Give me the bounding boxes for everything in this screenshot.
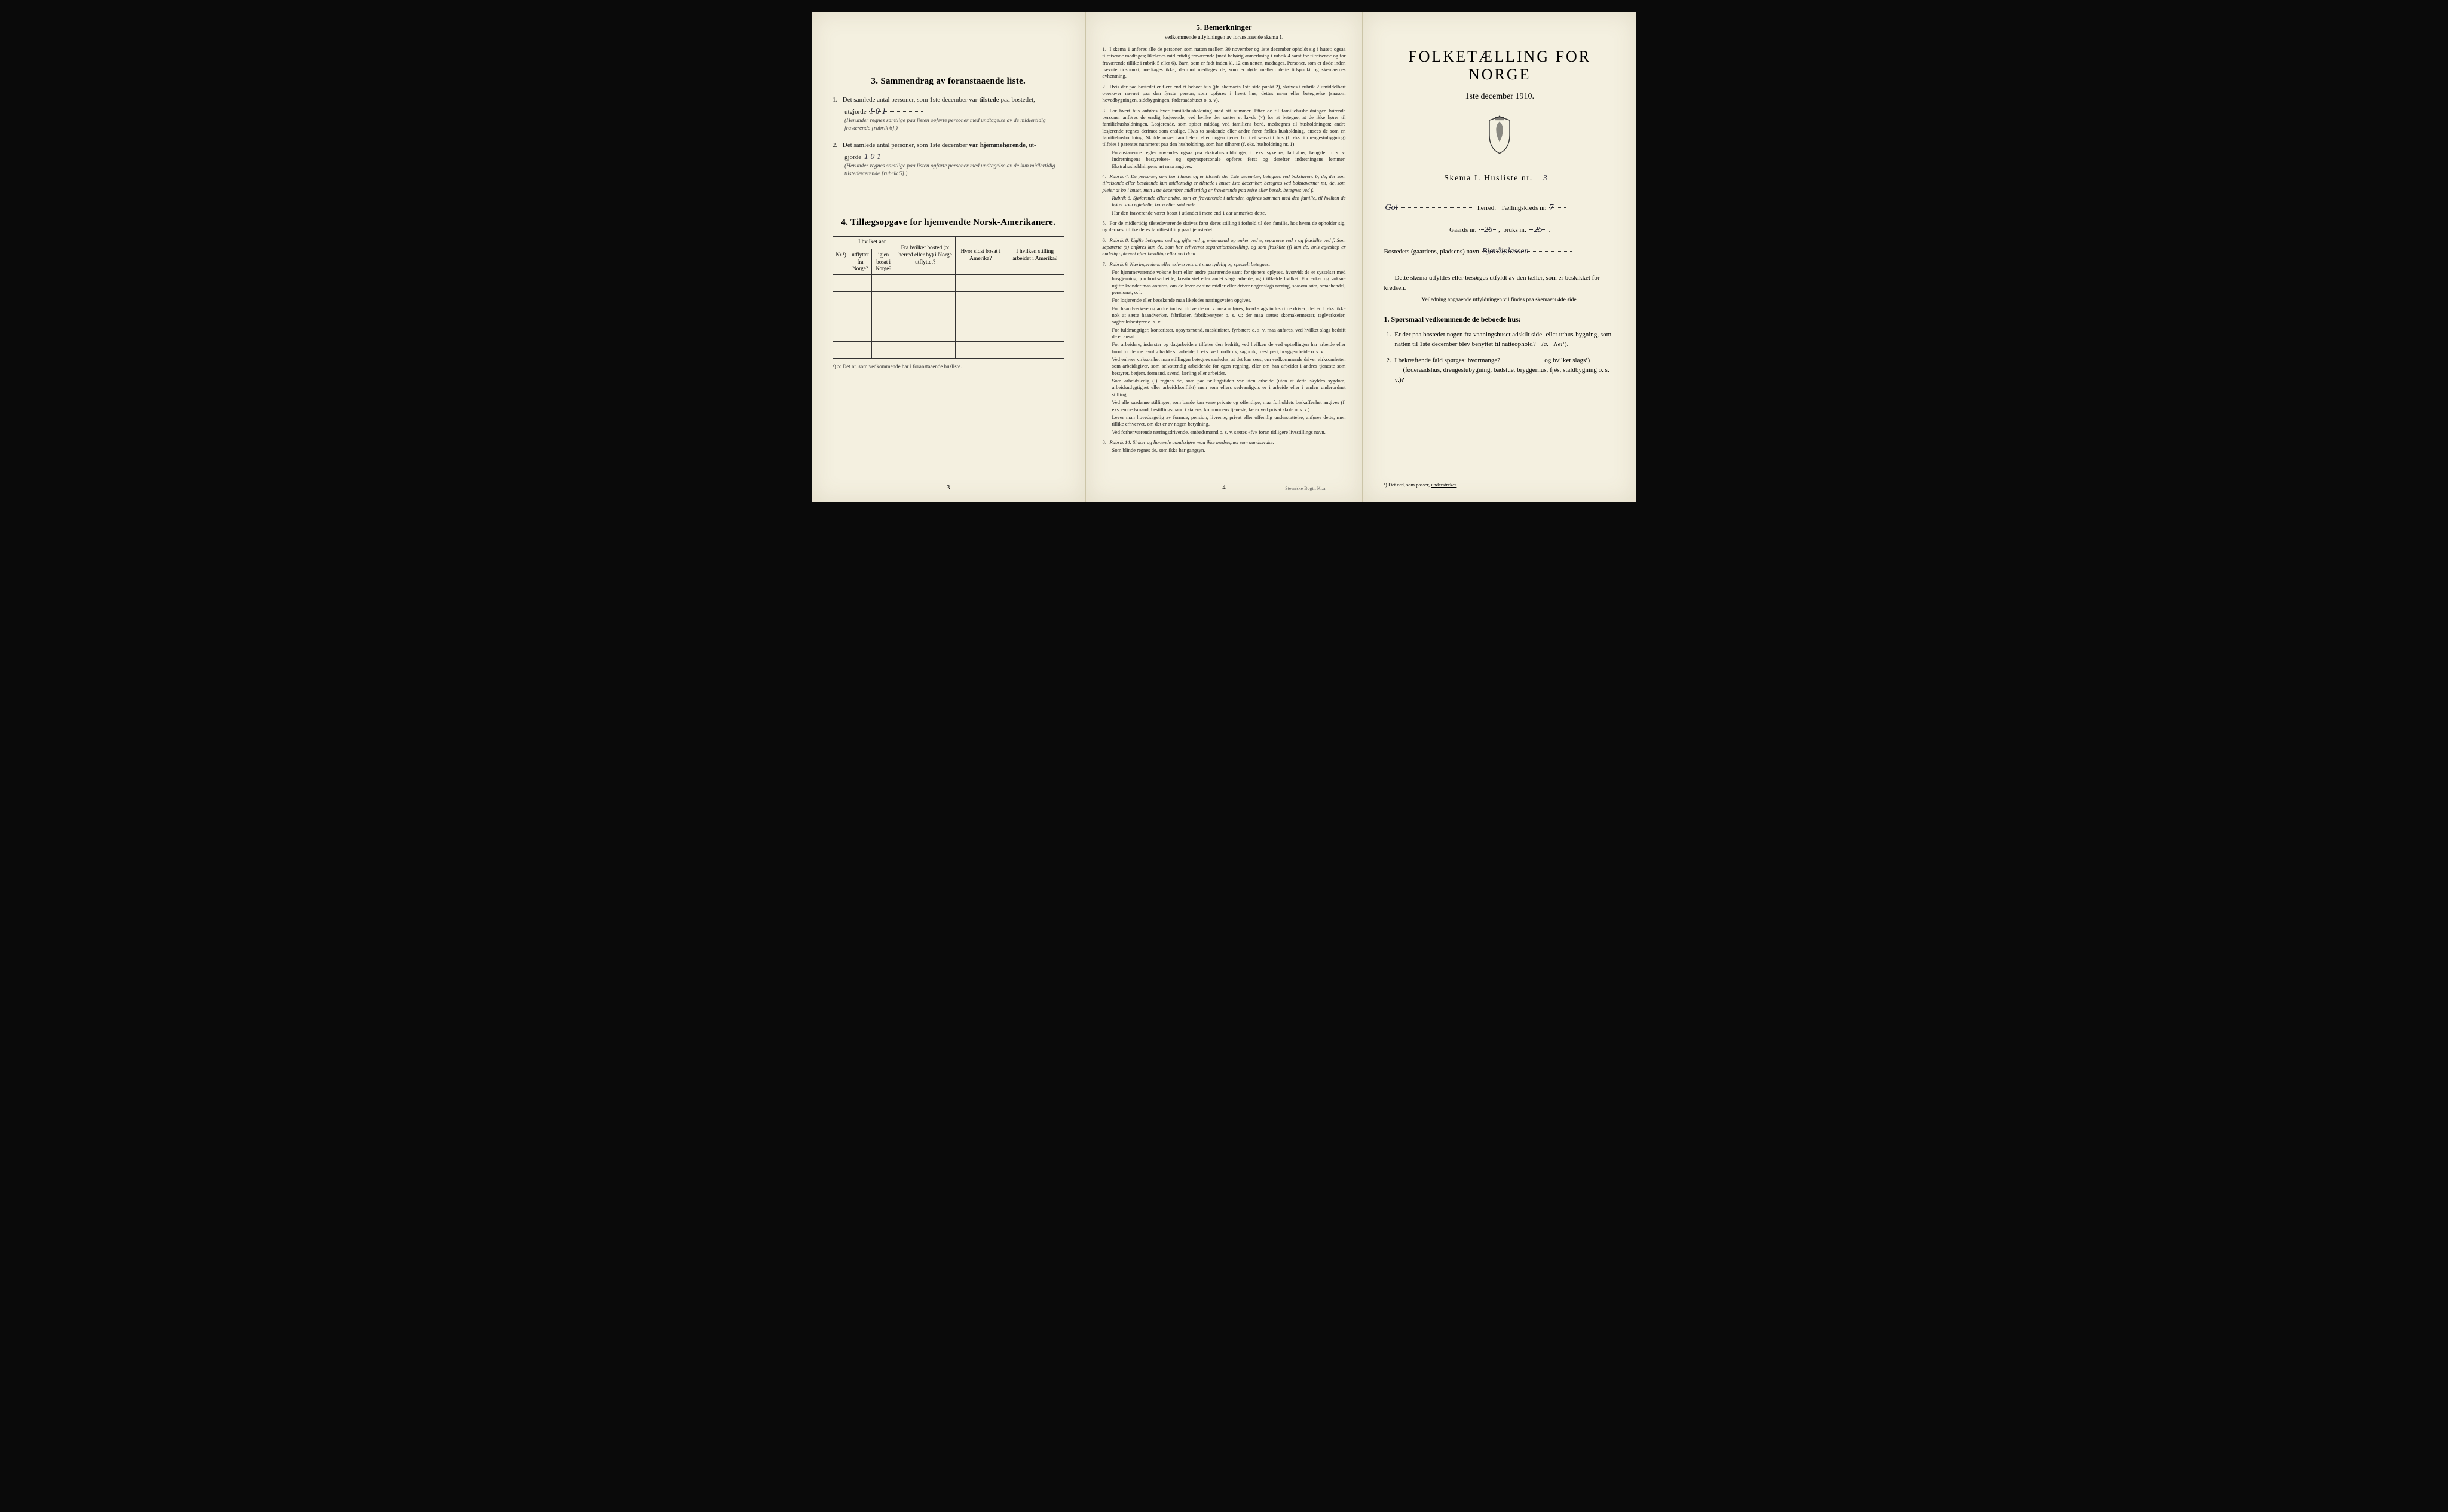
husliste-nr-value: 3	[1543, 174, 1547, 183]
table-row	[833, 292, 1064, 308]
document-spread: 3. Sammendrag av foranstaaende liste. 1.…	[812, 12, 1636, 502]
table-row	[833, 342, 1064, 359]
bosted-value: Bjøråiplassen	[1482, 247, 1529, 256]
intro-text: Dette skema utfyldes eller besørges utfy…	[1384, 273, 1615, 293]
herred-value: Gol	[1385, 203, 1397, 212]
emigrant-rows	[833, 275, 1064, 359]
printer-mark: Steen'ske Bogtr. Kr.a.	[1285, 486, 1326, 491]
remark-1: 1.I skema 1 anføres alle de personer, so…	[1103, 46, 1346, 80]
gaards-line: Gaards nr. 26, bruks nr. 25.	[1384, 224, 1615, 236]
intro-sub: Veiledning angaaende utfyldningen vil fi…	[1384, 297, 1615, 303]
table-row	[833, 275, 1064, 292]
remarks-subheading: vedkommende utfyldningen av foranstaaend…	[1103, 34, 1346, 40]
section3-title: 3. Sammendrag av foranstaaende liste.	[833, 76, 1064, 87]
section3-item2: 2. Det samlede antal personer, som 1ste …	[833, 140, 1064, 179]
col-utflyttet: utflyttet fra Norge?	[849, 249, 872, 275]
remark-4: 4.Rubrik 4. De personer, som bor i huset…	[1103, 173, 1346, 216]
col-fra: Fra hvilket bosted (ɔ: herred eller by) …	[895, 237, 956, 275]
remark-2: 2.Hvis der paa bostedet er flere end ét …	[1103, 84, 1346, 104]
section4-title: 4. Tillægsopgave for hjemvendte Norsk-Am…	[833, 218, 1064, 228]
table-row	[833, 308, 1064, 325]
gaards-value: 26	[1484, 225, 1492, 234]
col-nr: Nr.¹)	[833, 237, 849, 275]
question-1: 1. Er der paa bostedet nogen fra vaaning…	[1394, 330, 1615, 350]
questions-heading: 1. Spørsmaal vedkommende de beboede hus:	[1384, 315, 1615, 324]
bruks-value: 25	[1534, 225, 1543, 234]
section4-footnote: ¹) ɔ: Det nr. som vedkommende har i fora…	[833, 363, 1064, 369]
schema-line: Skema I. Husliste nr. 3	[1384, 174, 1615, 183]
emigrant-table: Nr.¹) I hvilket aar Fra hvilket bosted (…	[833, 236, 1064, 359]
remark-7: 7.Rubrik 9. Næringsveiens eller erhverve…	[1103, 261, 1346, 436]
remark-6: 6.Rubrik 8. Ugifte betegnes ved ug, gift…	[1103, 237, 1346, 258]
herred-line: Gol herred. Tællingskreds nr. 7	[1384, 201, 1615, 214]
col-hvor: Hvor sidst bosat i Amerika?	[955, 237, 1006, 275]
col-stilling: I hvilken stilling arbeidet i Amerika?	[1006, 237, 1064, 275]
page-cover: FOLKETÆLLING FOR NORGE 1ste december 191…	[1363, 12, 1636, 502]
page-4: 5. Bemerkninger vedkommende utfyldningen…	[1086, 12, 1363, 502]
remark-8: 8.Rubrik 14. Sinker og lignende aandsslø…	[1103, 439, 1346, 454]
coat-of-arms-icon	[1384, 115, 1615, 158]
handwritten-count-1: 1 0 1	[869, 107, 886, 116]
remark-5: 5.For de midlertidig tilstedeværende skr…	[1103, 220, 1346, 234]
section3-item1: 1. Det samlede antal personer, som 1ste …	[833, 95, 1064, 133]
remarks-heading: 5. Bemerkninger	[1103, 23, 1346, 32]
handwritten-count-2: 1 0 1	[864, 152, 881, 161]
subtitle: 1ste december 1910.	[1384, 92, 1615, 102]
main-title: FOLKETÆLLING FOR NORGE	[1384, 48, 1615, 84]
bosted-line: Bostedets (gaardens, pladsens) navn Bjør…	[1384, 245, 1615, 258]
page-number-3: 3	[812, 484, 1085, 491]
question-2: 2. I bekræftende fald spørges: hvormange…	[1394, 356, 1615, 385]
col-igjen: igjen bosat i Norge?	[871, 249, 895, 275]
tellingskreds-value: 7	[1549, 203, 1553, 212]
page-3: 3. Sammendrag av foranstaaende liste. 1.…	[812, 12, 1086, 502]
table-row	[833, 325, 1064, 342]
footnote-right: ¹) Det ord, som passer, understrekes.	[1384, 482, 1615, 488]
remark-3: 3.For hvert hus anføres hver familiehush…	[1103, 108, 1346, 170]
col-year-group: I hvilket aar	[849, 237, 895, 249]
